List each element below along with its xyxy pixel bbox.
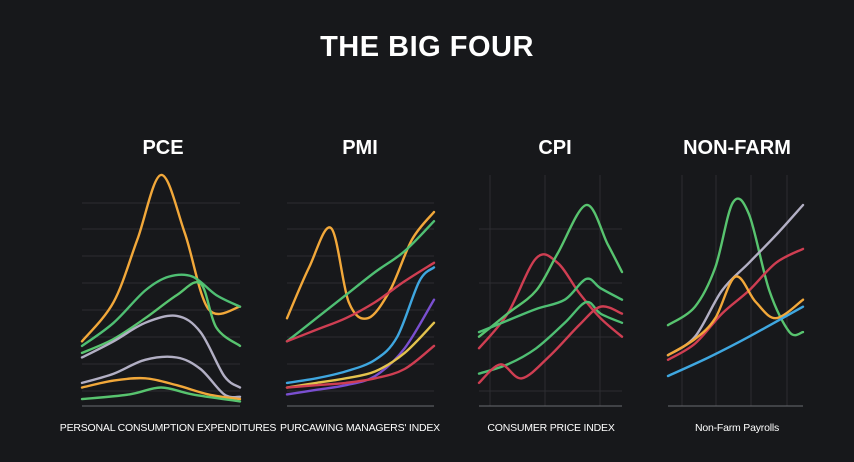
series-line-2 — [285, 220, 436, 343]
pce-chart — [80, 173, 242, 407]
non-farm-chart — [666, 175, 805, 407]
series-line-6 — [80, 376, 242, 401]
series-line-3 — [285, 261, 436, 343]
series-line-1 — [80, 173, 242, 343]
panel-title-pmi: PMI — [342, 137, 378, 159]
series-line-7 — [80, 386, 242, 403]
series-line-1 — [666, 197, 805, 337]
panel-title-pce: PCE — [142, 137, 184, 159]
panel-caption-pmi: PURCAWING MANAGERS' INDEX — [280, 422, 440, 434]
series-line-7 — [285, 344, 436, 389]
series-line-3 — [666, 247, 805, 361]
panel-title-cpi: CPI — [538, 137, 572, 159]
series-line-5 — [666, 305, 805, 378]
series-line-2 — [477, 203, 624, 338]
pmi-chart — [285, 202, 436, 407]
panel-caption-non-farm: Non-farm payrolls — [694, 422, 780, 434]
series-line-4 — [80, 314, 242, 389]
series-line-6 — [285, 321, 436, 389]
series-line-5 — [80, 355, 242, 399]
page-title: THE BIG FOUR — [320, 31, 534, 63]
panel-caption-cpi: CONSUMER PRICE INDEX — [487, 422, 615, 434]
series-line-2 — [666, 203, 805, 357]
series-line-4 — [285, 266, 436, 385]
series-line-3 — [80, 281, 242, 355]
cpi-chart — [477, 175, 624, 407]
series-line-3 — [477, 277, 624, 334]
series-line-4 — [477, 300, 624, 375]
series-line-4 — [666, 275, 805, 357]
panel-caption-pce: PERSONAL CONSUMPTION EXPENDITURES — [59, 422, 277, 434]
series-line-2 — [80, 273, 242, 348]
series-line-1 — [285, 210, 436, 320]
series-line-5 — [477, 305, 624, 385]
panel-title-non-farm: NON-FARM — [683, 137, 791, 159]
